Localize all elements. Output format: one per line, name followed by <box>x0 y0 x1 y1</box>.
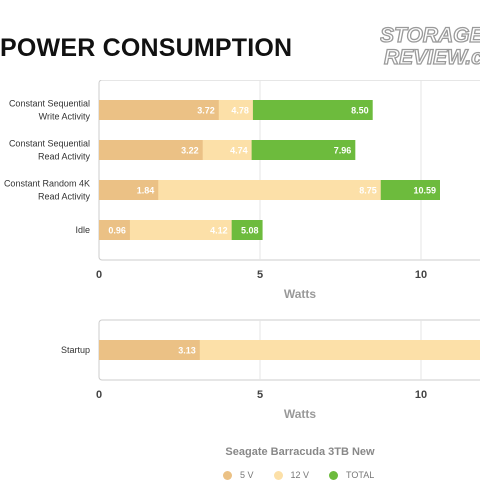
data-label-12v: 4.12 <box>210 226 228 236</box>
x-tick-label: 5 <box>257 269 263 281</box>
x-tick-label: 0 <box>96 389 102 401</box>
data-label-total: 5.08 <box>241 226 259 236</box>
bar-5v <box>99 140 203 160</box>
data-label-5v: 0.96 <box>108 226 126 236</box>
bar-12v <box>99 220 232 240</box>
x-tick-label: 5 <box>257 389 263 401</box>
x-tick-label: 0 <box>96 269 102 281</box>
legend-swatch-total <box>329 470 339 480</box>
legend-title: Seagate Barracuda 3TB New <box>225 446 375 458</box>
legend-label-total: TOTAL <box>346 470 375 480</box>
data-label-total: 7.96 <box>334 146 352 156</box>
legend-label-5v: 5 V <box>240 470 254 480</box>
legend-item-total: TOTAL <box>329 470 374 480</box>
legend-swatch-12v <box>273 470 283 480</box>
bar-12v <box>99 180 381 200</box>
data-label-5v: 1.84 <box>137 186 155 196</box>
legend-item-5v: 5 V <box>223 470 254 480</box>
category-label: Write Activity <box>39 112 91 122</box>
x-axis-title: Watts <box>284 407 317 421</box>
data-label-5v: 3.22 <box>181 146 199 156</box>
category-label: Read Activity <box>38 192 91 202</box>
category-label: Constant Sequential <box>9 99 90 109</box>
bar-5v <box>99 100 219 120</box>
x-tick-label: 10 <box>415 269 427 281</box>
data-label-12v: 4.74 <box>230 146 248 156</box>
x-tick-label: 10 <box>415 389 427 401</box>
data-label-12v: 4.78 <box>231 106 249 116</box>
storagereview-logo: STORAGE REVIEW.com <box>380 23 480 69</box>
data-label-total: 8.50 <box>351 106 369 116</box>
legend-item-12v: 12 V <box>273 470 310 480</box>
data-label-5v: 3.72 <box>197 106 215 116</box>
power-chart-startup: 05101520WattsStartup3.1316.0119.14 <box>61 319 480 421</box>
bar-5v <box>99 220 130 240</box>
legend-label-12v: 12 V <box>290 470 310 480</box>
data-label-12v: 8.75 <box>359 186 377 196</box>
logo-text-line1: STORAGE <box>380 24 480 47</box>
category-label: Read Activity <box>38 152 91 162</box>
page-title: POWER CONSUMPTION <box>0 34 293 62</box>
bar-5v <box>99 340 200 360</box>
data-label-total: 10.59 <box>413 186 436 196</box>
plot-frame <box>98 80 480 261</box>
bar-5v <box>99 180 159 200</box>
category-label: Idle <box>75 225 90 235</box>
category-label: Constant Sequential <box>9 139 90 149</box>
legend: 5 V 12 V TOTAL <box>223 470 374 480</box>
logo-text-line2: REVIEW.com <box>384 46 480 69</box>
category-label: Constant Random 4K <box>4 179 90 189</box>
data-label-5v: 3.13 <box>178 346 196 356</box>
legend-swatch-5v <box>223 470 232 480</box>
category-label: Startup <box>61 345 90 355</box>
x-axis-title: Watts <box>284 287 317 301</box>
